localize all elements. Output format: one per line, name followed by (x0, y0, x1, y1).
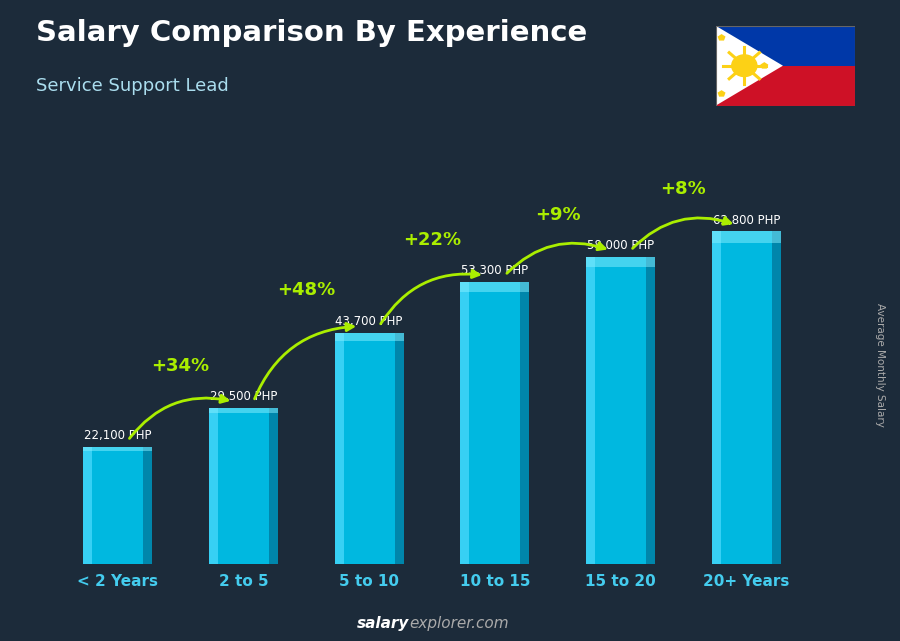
Bar (460, 281, 469, 564)
Bar (209, 408, 218, 564)
Text: 53,300 PHP: 53,300 PHP (462, 264, 528, 277)
Bar (83, 447, 152, 451)
Text: Salary Comparison By Experience: Salary Comparison By Experience (36, 19, 587, 47)
Text: 58,000 PHP: 58,000 PHP (587, 239, 654, 252)
Bar (460, 281, 529, 564)
Bar (335, 333, 404, 564)
FancyArrowPatch shape (507, 243, 605, 273)
Text: 62,800 PHP: 62,800 PHP (713, 213, 780, 226)
Text: Service Support Lead: Service Support Lead (36, 77, 229, 95)
Bar (335, 333, 344, 564)
Text: Average Monthly Salary: Average Monthly Salary (875, 303, 886, 428)
Text: 29,500 PHP: 29,500 PHP (210, 390, 277, 403)
Text: +22%: +22% (403, 231, 461, 249)
Text: salary: salary (357, 617, 410, 631)
Bar (143, 447, 152, 564)
FancyArrowPatch shape (381, 271, 479, 324)
Bar (586, 257, 655, 564)
Bar (646, 257, 655, 564)
Bar (460, 281, 529, 292)
Text: +48%: +48% (277, 281, 336, 299)
Bar (586, 257, 595, 564)
Polygon shape (716, 26, 783, 106)
Text: explorer.com: explorer.com (410, 617, 509, 631)
Text: +9%: +9% (535, 206, 581, 224)
Bar (209, 408, 278, 564)
Bar (395, 333, 404, 564)
Bar (335, 333, 404, 340)
Bar (772, 231, 781, 564)
Polygon shape (717, 34, 725, 40)
Bar (716, 26, 855, 65)
Bar (586, 257, 655, 267)
Bar (83, 447, 92, 564)
Circle shape (732, 55, 757, 76)
FancyArrowPatch shape (633, 217, 731, 249)
FancyArrowPatch shape (255, 324, 353, 399)
Bar (520, 281, 529, 564)
Text: +34%: +34% (151, 356, 210, 374)
Text: +8%: +8% (661, 180, 707, 198)
FancyArrowPatch shape (130, 395, 228, 438)
Text: 43,700 PHP: 43,700 PHP (336, 315, 403, 328)
Bar (712, 231, 781, 243)
Bar (716, 65, 855, 106)
Bar (712, 231, 781, 564)
Bar (83, 447, 152, 564)
Bar (209, 408, 278, 413)
Polygon shape (760, 62, 769, 69)
Bar (712, 231, 721, 564)
Text: 22,100 PHP: 22,100 PHP (84, 429, 151, 442)
Polygon shape (717, 90, 725, 97)
Bar (269, 408, 278, 564)
